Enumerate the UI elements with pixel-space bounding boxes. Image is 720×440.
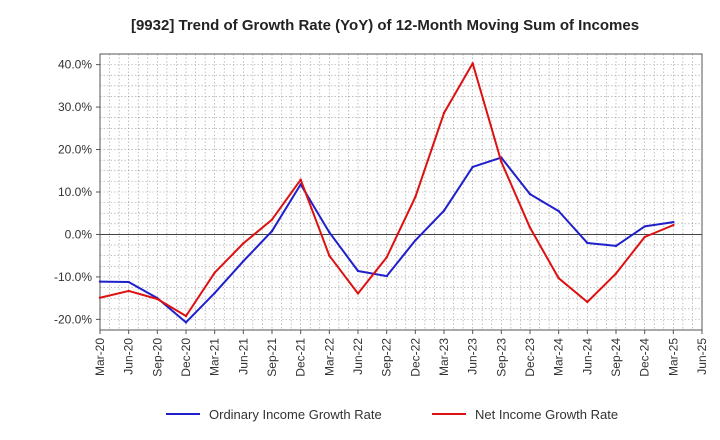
x-tick-label: Jun-22 [351, 338, 365, 375]
x-tick-label: Jun-24 [580, 338, 594, 375]
data-point [356, 269, 360, 273]
data-point [528, 192, 532, 196]
data-point [98, 296, 102, 299]
data-point [270, 229, 274, 233]
data-point [643, 225, 646, 228]
data-point [557, 276, 560, 280]
y-tick-label: -10.0% [54, 270, 92, 284]
data-point [242, 260, 245, 263]
data-point [414, 195, 417, 199]
x-tick-label: Sep-22 [380, 338, 394, 377]
y-tick-label: 40.0% [58, 58, 92, 72]
y-tick-label: 10.0% [58, 185, 92, 199]
data-point [672, 223, 675, 227]
x-tick-label: Mar-20 [93, 338, 107, 376]
x-tick-label: Sep-23 [494, 338, 508, 377]
x-tick-label: Dec-23 [523, 338, 537, 377]
grid [99, 53, 703, 331]
x-tick-label: Jun-20 [122, 338, 136, 375]
series [98, 62, 675, 324]
legend-label: Ordinary Income Growth Rate [209, 407, 382, 422]
data-point [242, 242, 245, 245]
data-point [614, 244, 618, 248]
axes: -20.0% -10.0% 0.0% 10.0% 20.0% 30.0% 40.0% Mar-… [54, 58, 709, 377]
data-point [586, 241, 589, 245]
data-point [528, 226, 532, 229]
data-point [356, 292, 360, 295]
x-tick-label: Jun-25 [695, 338, 709, 375]
x-tick-label: Sep-21 [265, 338, 279, 377]
data-point [557, 209, 560, 213]
data-point [643, 235, 646, 239]
data-point [471, 165, 474, 169]
x-tick-label: Mar-25 [666, 338, 680, 376]
chart-title: [9932] Trend of Growth Rate (YoY) of 12-… [131, 17, 639, 34]
data-point [98, 280, 102, 283]
data-point [213, 291, 216, 295]
x-tick-label: Sep-20 [150, 338, 164, 377]
y-tick-label: 30.0% [58, 100, 92, 114]
data-point [184, 314, 188, 318]
x-tick-label: Mar-24 [552, 338, 566, 376]
x-tick-label: Dec-22 [408, 338, 422, 377]
legend-label: Net Income Growth Rate [475, 407, 618, 422]
data-point [442, 209, 446, 212]
data-point [414, 239, 417, 242]
legend: Ordinary Income Growth Rate Net Income Gr… [166, 407, 618, 422]
data-point [127, 289, 130, 293]
x-tick-label: Dec-24 [638, 338, 652, 377]
y-tick-label: 20.0% [58, 143, 92, 157]
data-point [270, 218, 274, 221]
x-tick-label: Sep-24 [609, 338, 623, 377]
data-point [213, 271, 216, 274]
y-tick-label: 0.0% [65, 227, 93, 241]
data-point [500, 160, 503, 164]
data-point [299, 178, 302, 181]
data-point [328, 254, 331, 257]
data-point [184, 321, 188, 324]
x-tick-label: Dec-21 [294, 338, 308, 377]
x-tick-label: Jun-23 [466, 338, 480, 375]
y-tick-label: -20.0% [54, 312, 92, 326]
data-point [586, 300, 589, 304]
x-tick-label: Jun-21 [236, 338, 250, 375]
x-tick-label: Dec-20 [179, 338, 193, 377]
data-point [328, 231, 331, 234]
x-tick-label: Mar-22 [322, 338, 336, 376]
data-point [385, 256, 388, 259]
data-point [385, 274, 388, 278]
x-tick-label: Mar-21 [208, 338, 222, 376]
data-point [471, 62, 474, 65]
data-point [672, 220, 675, 224]
data-point [127, 280, 130, 284]
data-point [156, 297, 159, 301]
data-point [442, 111, 446, 115]
x-tick-label: Mar-23 [437, 338, 451, 376]
data-point [614, 272, 618, 275]
